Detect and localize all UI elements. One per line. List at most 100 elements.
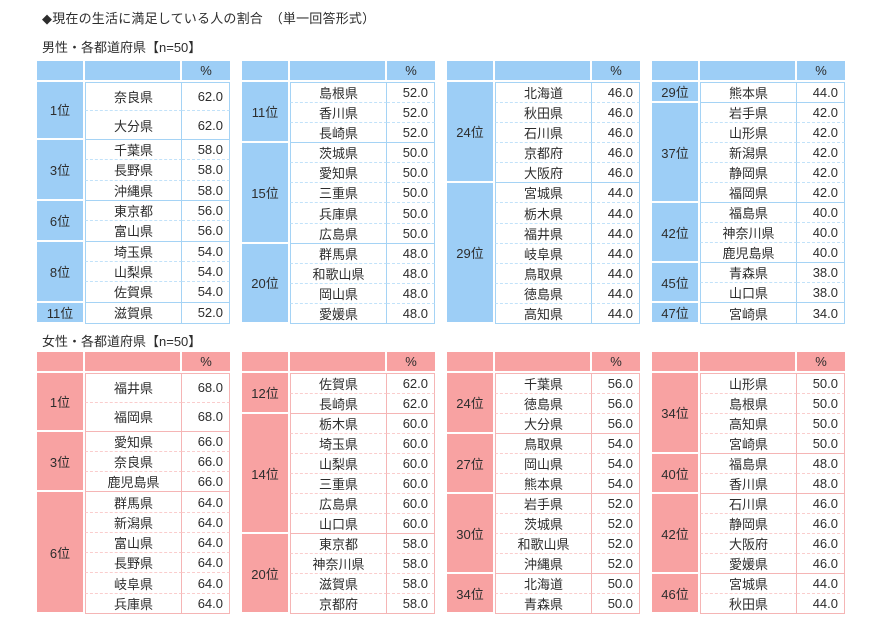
percent-cell: 58.0 xyxy=(182,139,230,161)
percent-cell: 46.0 xyxy=(592,103,640,124)
prefecture-cell: 東京都 xyxy=(290,534,387,554)
table-row: 新潟県 42.0 xyxy=(652,143,845,163)
rank-cell: 3位 xyxy=(37,431,85,493)
table-row: 富山県 64.0 xyxy=(37,532,230,554)
prefecture-cell: 福井県 xyxy=(85,373,182,403)
tables-row-female: % 1位 福井県 68.0 福岡県 68.0 3位 愛知県 66.0 奈良県 66.0 鹿児島県 66.… xyxy=(37,352,845,614)
rank-header-cell xyxy=(447,352,495,373)
rank-cell: 8位 xyxy=(37,241,85,303)
percent-cell: 52.0 xyxy=(592,514,640,534)
table-row: 広島県 50.0 xyxy=(242,223,435,244)
prefecture-header-cell xyxy=(495,61,592,82)
ranking-table-male-2: % 11位 島根県 52.0 香川県 52.0 長崎県 52.0 15位 茨城県 50.0 愛知県 50… xyxy=(242,61,435,324)
percent-cell: 38.0 xyxy=(797,263,845,283)
percent-cell: 50.0 xyxy=(797,394,845,414)
prefecture-cell: 北海道 xyxy=(495,574,592,594)
prefecture-header-cell xyxy=(700,61,797,82)
table-row: 鹿児島県 40.0 xyxy=(652,243,845,263)
rank-cell: 6位 xyxy=(37,200,85,242)
percent-cell: 54.0 xyxy=(592,474,640,494)
table-row: 12位 佐賀県 62.0 xyxy=(242,373,435,414)
table-row: 滋賀県 58.0 xyxy=(242,574,435,594)
prefecture-cell: 鹿児島県 xyxy=(85,472,182,493)
table-row: 鹿児島県 66.0 xyxy=(37,472,230,493)
table-row: 富山県 56.0 xyxy=(37,221,230,242)
rank-header-cell xyxy=(447,61,495,82)
percent-cell: 64.0 xyxy=(182,573,230,594)
prefecture-cell: 沖縄県 xyxy=(495,554,592,574)
prefecture-cell: 長崎県 xyxy=(290,394,387,414)
percent-cell: 46.0 xyxy=(797,534,845,554)
table-row: 愛媛県 46.0 xyxy=(652,554,845,574)
table-row: 45位 青森県 38.0 xyxy=(652,263,845,303)
percent-cell: 44.0 xyxy=(797,594,845,614)
percent-cell: 48.0 xyxy=(387,283,435,304)
prefecture-cell: 徳島県 xyxy=(495,394,592,414)
table-row: 青森県 50.0 xyxy=(447,594,640,614)
prefecture-header-cell xyxy=(85,61,182,82)
table-row: 高知県 50.0 xyxy=(652,414,845,434)
percent-cell: 52.0 xyxy=(387,103,435,124)
table-row: 茨城県 52.0 xyxy=(447,514,640,534)
percent-cell: 56.0 xyxy=(182,221,230,242)
table-row: 20位 東京都 58.0 xyxy=(242,534,435,614)
table-row: 高知県 44.0 xyxy=(447,303,640,324)
table-row: 栃木県 44.0 xyxy=(447,203,640,224)
table-row: 29位 熊本県 44.0 xyxy=(652,82,845,103)
percent-cell: 60.0 xyxy=(387,434,435,454)
ranking-table-female-4: % 34位 山形県 50.0 島根県 50.0 高知県 50.0 宮崎県 50.0 40位 福島県 48… xyxy=(652,352,845,614)
rank-header-cell xyxy=(37,61,85,82)
table-row: 静岡県 46.0 xyxy=(652,514,845,534)
table-row: 沖縄県 58.0 xyxy=(37,180,230,201)
percent-cell: 68.0 xyxy=(182,402,230,432)
percent-cell: 52.0 xyxy=(182,302,230,324)
prefecture-cell: 岡山県 xyxy=(495,454,592,474)
rank-header-cell xyxy=(652,352,700,373)
rank-cell: 1位 xyxy=(37,82,85,140)
percent-cell: 64.0 xyxy=(182,512,230,533)
prefecture-header-cell xyxy=(495,352,592,373)
prefecture-cell: 愛知県 xyxy=(85,431,182,452)
table-row: 47位 宮崎県 34.0 xyxy=(652,303,845,324)
percent-header-cell: % xyxy=(797,61,845,82)
percent-cell: 60.0 xyxy=(387,474,435,494)
percent-cell: 42.0 xyxy=(797,123,845,143)
percent-cell: 40.0 xyxy=(797,203,845,223)
prefecture-cell: 島根県 xyxy=(700,394,797,414)
percent-cell: 48.0 xyxy=(387,243,435,264)
rank-header-cell xyxy=(242,352,290,373)
table-row: 岡山県 48.0 xyxy=(242,283,435,304)
percent-cell: 68.0 xyxy=(182,373,230,403)
prefecture-cell: 宮崎県 xyxy=(700,434,797,454)
table-row: 大分県 56.0 xyxy=(447,414,640,434)
table-row: 熊本県 54.0 xyxy=(447,474,640,494)
prefecture-cell: 三重県 xyxy=(290,183,387,204)
percent-cell: 48.0 xyxy=(387,263,435,284)
percent-header-cell: % xyxy=(387,61,435,82)
prefecture-cell: 茨城県 xyxy=(495,514,592,534)
table-row: 長野県 58.0 xyxy=(37,160,230,181)
percent-cell: 46.0 xyxy=(797,514,845,534)
rank-cell: 27位 xyxy=(447,434,495,494)
table-row: 福岡県 42.0 xyxy=(652,183,845,203)
percent-cell: 50.0 xyxy=(387,203,435,224)
rank-cell: 20位 xyxy=(242,534,290,614)
table-row: 徳島県 44.0 xyxy=(447,283,640,304)
percent-cell: 62.0 xyxy=(387,394,435,414)
percent-header-cell: % xyxy=(182,352,230,373)
prefecture-cell: 群馬県 xyxy=(85,492,182,513)
percent-cell: 52.0 xyxy=(592,534,640,554)
prefecture-cell: 新潟県 xyxy=(700,143,797,163)
section-subtitle-male: 男性・各都道府県【n=50】 xyxy=(42,40,202,55)
percent-cell: 48.0 xyxy=(387,303,435,324)
percent-cell: 54.0 xyxy=(182,261,230,283)
table-row: 3位 千葉県 58.0 xyxy=(37,139,230,201)
percent-cell: 62.0 xyxy=(387,373,435,394)
percent-cell: 42.0 xyxy=(797,163,845,183)
table-row: 兵庫県 50.0 xyxy=(242,203,435,224)
prefecture-cell: 岡山県 xyxy=(290,283,387,304)
percent-cell: 34.0 xyxy=(797,303,845,324)
ranking-table-male-1: % 1位 奈良県 62.0 大分県 62.0 3位 千葉県 58.0 長野県 58.0 沖縄県 58.0… xyxy=(37,61,230,324)
prefecture-cell: 青森県 xyxy=(495,594,592,614)
prefecture-cell: 長野県 xyxy=(85,553,182,574)
